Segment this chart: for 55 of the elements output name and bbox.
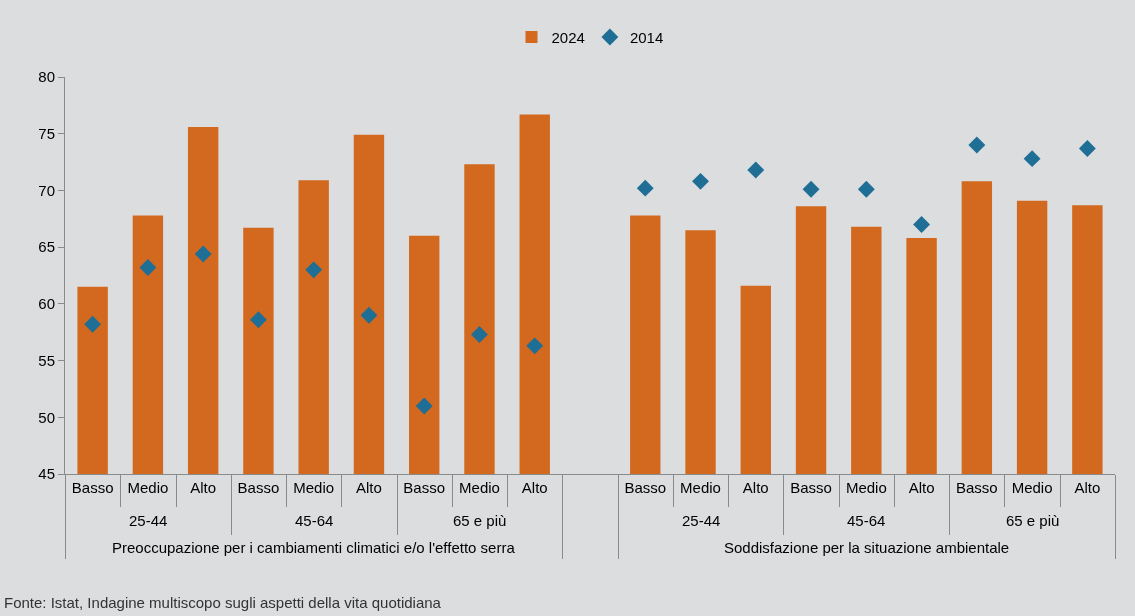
point [1078, 140, 1096, 157]
text: 25-44 [129, 512, 168, 529]
text: 65 e più [453, 512, 507, 529]
x-tick-label: Basso [237, 479, 280, 496]
point [526, 337, 544, 355]
x-tick-label: Medio [293, 479, 335, 496]
point [139, 259, 157, 277]
y-tick-label: 45 [38, 465, 55, 483]
x-tick-label: Medio [1011, 479, 1053, 496]
y-tick-label: 60 [38, 295, 55, 313]
x-tick-label: Basso [71, 479, 114, 496]
x-tick-label: Alto [1074, 479, 1101, 496]
point [636, 179, 654, 197]
y-tick-label: 55 [38, 351, 55, 369]
point [1023, 150, 1041, 168]
y-tick-label: 70 [38, 181, 55, 199]
point [360, 306, 378, 324]
point [415, 397, 433, 415]
y-tick-label: 50 [38, 408, 55, 426]
point [913, 216, 931, 233]
text: Preoccupazione per i cambiamenti climatici e/o l'effetto serra [112, 539, 516, 556]
point [249, 311, 267, 329]
point [802, 180, 820, 198]
point [692, 172, 709, 190]
x-tick-label: Basso [955, 479, 998, 496]
legend-label: 2024 [551, 28, 585, 46]
point [968, 136, 986, 154]
text: Soddisfazione per la situazione ambientale [724, 539, 1010, 556]
x-tick-label: Medio [459, 479, 500, 496]
legend-label: 2014 [629, 28, 664, 46]
text: 45-64 [847, 512, 886, 529]
y-tick-label: 75 [38, 124, 55, 142]
y-tick-label: 80 [38, 68, 55, 86]
x-tick-label: Alto [356, 479, 382, 496]
x-tick-label: Alto [742, 479, 769, 496]
point [84, 315, 102, 333]
point [305, 261, 323, 279]
x-tick-label: Medio [845, 479, 887, 496]
y-tick-label: 65 [38, 238, 55, 256]
text: 65 e più [1006, 512, 1060, 529]
x-tick-label: Basso [403, 479, 446, 496]
x-tick-label: Alto [908, 479, 935, 496]
x-tick-label: Medio [127, 479, 169, 496]
source-note: Fonte: Istat, Indagine multiscopo sugli aspetti della vita quotidiana [4, 594, 442, 611]
x-tick-label: Alto [521, 479, 548, 496]
x-tick-label: Medio [680, 479, 721, 496]
x-tick-label: Basso [790, 479, 832, 496]
point [747, 161, 765, 179]
text: 45-64 [295, 512, 334, 529]
x-tick-label: Basso [624, 479, 667, 496]
x-tick-label: Alto [190, 479, 217, 496]
point [194, 245, 212, 263]
point [471, 326, 488, 343]
point [857, 180, 875, 198]
text: 25-44 [682, 512, 721, 529]
